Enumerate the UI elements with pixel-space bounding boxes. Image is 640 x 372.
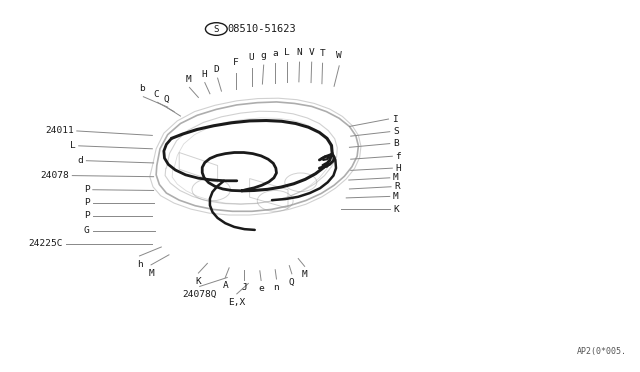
Text: K: K (196, 277, 201, 286)
Text: K: K (393, 205, 399, 214)
Text: M: M (393, 192, 399, 201)
Text: F: F (233, 58, 238, 67)
Text: M: M (393, 173, 399, 182)
Text: Q: Q (289, 278, 294, 286)
Text: 24078Q: 24078Q (182, 290, 217, 299)
Text: R: R (394, 182, 400, 191)
Text: D: D (214, 65, 220, 74)
Text: H: H (396, 164, 401, 173)
Text: f: f (396, 152, 401, 161)
Text: a: a (273, 49, 278, 58)
Text: g: g (261, 51, 266, 60)
Text: P: P (84, 198, 90, 207)
Text: I: I (392, 115, 397, 124)
Text: J: J (242, 283, 247, 292)
Text: S: S (214, 25, 219, 33)
Text: H: H (201, 70, 207, 79)
Text: N: N (297, 48, 302, 57)
Text: M: M (186, 75, 191, 84)
Text: 24078: 24078 (40, 171, 69, 180)
Text: M: M (148, 269, 154, 278)
Text: 08510-51623: 08510-51623 (228, 24, 296, 34)
Text: n: n (274, 283, 279, 292)
Text: E,X: E,X (228, 298, 245, 307)
Text: 24225C: 24225C (28, 239, 63, 248)
Text: h: h (137, 260, 142, 269)
Text: P: P (84, 211, 90, 220)
Text: B: B (393, 139, 399, 148)
Text: T: T (320, 49, 325, 58)
Text: A: A (223, 281, 228, 290)
Text: 24011: 24011 (45, 126, 74, 135)
Text: M: M (302, 270, 307, 279)
Text: U: U (249, 54, 254, 62)
Text: W: W (337, 51, 342, 60)
Text: G: G (84, 226, 90, 235)
Text: L: L (70, 141, 76, 150)
Text: S: S (393, 127, 399, 136)
Text: P: P (84, 185, 90, 194)
Text: AP2(0*005.: AP2(0*005. (577, 347, 627, 356)
Text: L: L (285, 48, 290, 57)
Text: d: d (77, 156, 83, 165)
Text: Q: Q (164, 95, 170, 104)
Text: V: V (309, 48, 314, 57)
Text: b: b (140, 84, 145, 93)
Text: e: e (259, 284, 264, 293)
Text: C: C (154, 90, 159, 99)
